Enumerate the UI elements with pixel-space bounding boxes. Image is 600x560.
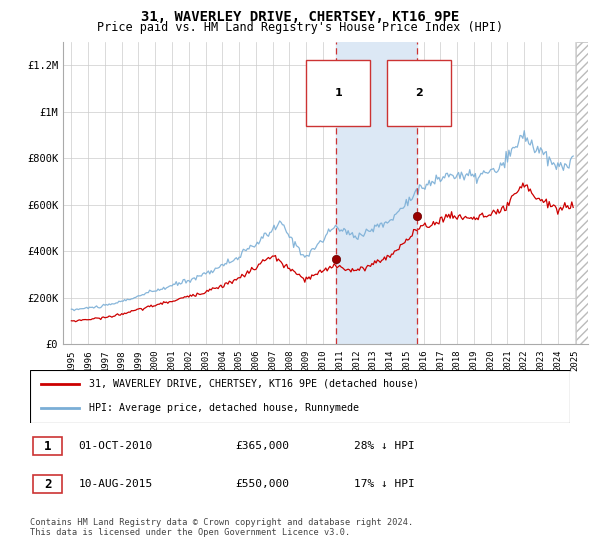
Text: 2: 2 xyxy=(44,478,52,491)
Text: 31, WAVERLEY DRIVE, CHERTSEY, KT16 9PE (detached house): 31, WAVERLEY DRIVE, CHERTSEY, KT16 9PE (… xyxy=(89,379,419,389)
Text: 2: 2 xyxy=(415,88,423,98)
FancyBboxPatch shape xyxy=(33,475,62,493)
FancyBboxPatch shape xyxy=(30,370,570,423)
Bar xyxy=(335,42,416,344)
Text: 10-AUG-2015: 10-AUG-2015 xyxy=(79,479,153,489)
Text: HPI: Average price, detached house, Runnymede: HPI: Average price, detached house, Runn… xyxy=(89,403,359,413)
Text: 01-OCT-2010: 01-OCT-2010 xyxy=(79,441,153,451)
Text: £365,000: £365,000 xyxy=(235,441,289,451)
Text: £550,000: £550,000 xyxy=(235,479,289,489)
Text: Contains HM Land Registry data © Crown copyright and database right 2024.
This d: Contains HM Land Registry data © Crown c… xyxy=(30,518,413,538)
Text: 31, WAVERLEY DRIVE, CHERTSEY, KT16 9PE: 31, WAVERLEY DRIVE, CHERTSEY, KT16 9PE xyxy=(141,10,459,24)
Text: 1: 1 xyxy=(44,440,52,453)
Text: 28% ↓ HPI: 28% ↓ HPI xyxy=(354,441,415,451)
Text: 17% ↓ HPI: 17% ↓ HPI xyxy=(354,479,415,489)
Text: 1: 1 xyxy=(334,88,342,98)
FancyBboxPatch shape xyxy=(33,437,62,455)
Text: Price paid vs. HM Land Registry's House Price Index (HPI): Price paid vs. HM Land Registry's House … xyxy=(97,21,503,34)
